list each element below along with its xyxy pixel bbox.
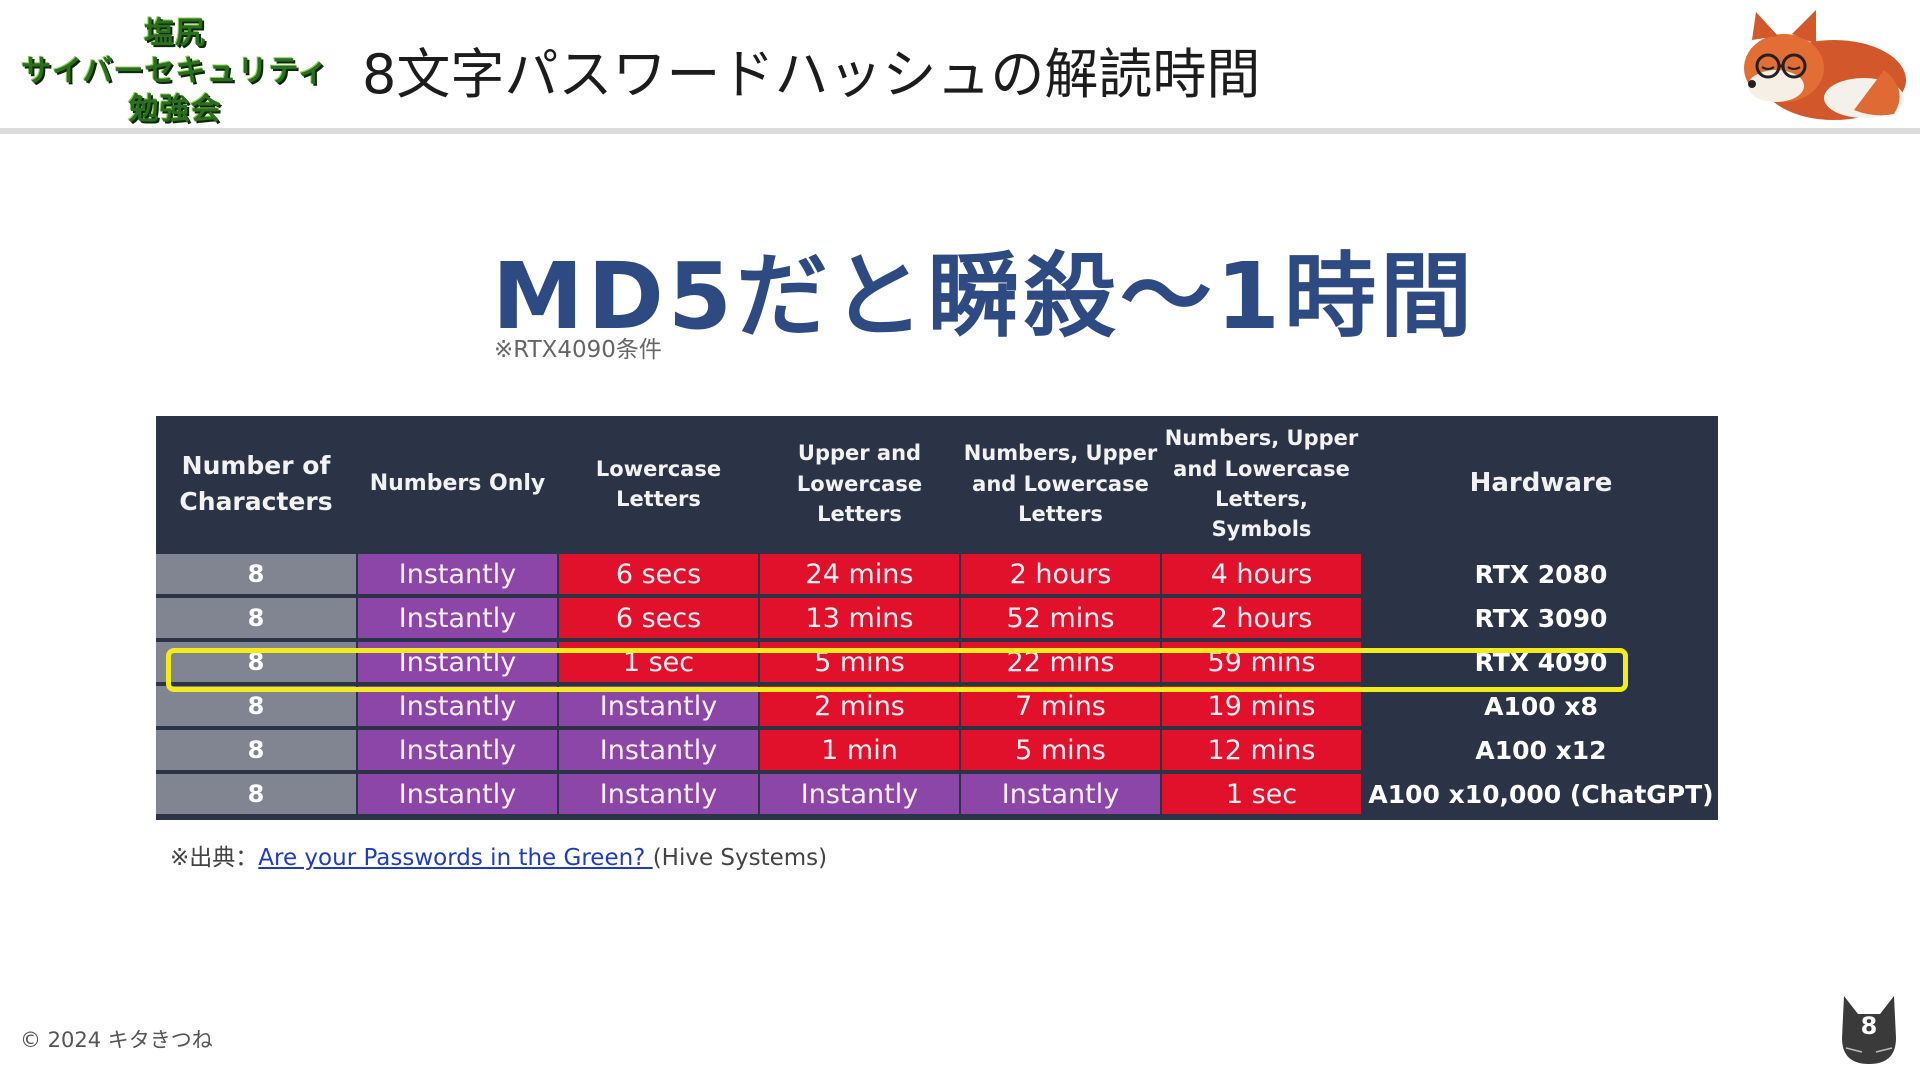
shiojiri-cybersecurity-logo: 塩尻 サイバーセキュリティ 勉強会 — [10, 6, 340, 127]
time-cell: Instantly — [559, 686, 758, 726]
time-cell: 2 hours — [961, 554, 1160, 594]
column-header: Numbers, Upper and Lowercase Letters, Sy… — [1164, 426, 1359, 542]
page-number: 8 — [1860, 1012, 1878, 1040]
source-link[interactable]: Are your Passwords in the Green? — [258, 845, 653, 871]
column-header: Hardware — [1469, 468, 1613, 499]
chars-cell: 8 — [156, 774, 356, 814]
chars-cell: 8 — [156, 686, 356, 726]
time-cell: Instantly — [760, 774, 959, 814]
time-cell: 5 mins — [961, 730, 1160, 770]
cracking-time-table: Number of Characters Numbers Only Lowercas… — [156, 416, 1718, 820]
chars-cell: 8 — [156, 598, 356, 638]
column-header: Upper and Lowercase Letters — [796, 441, 923, 527]
source-prefix: ※出典： — [170, 845, 259, 871]
logo-line-2: サイバーセキュリティ — [21, 54, 329, 89]
time-cell: 52 mins — [961, 598, 1160, 638]
logo-line-3: 勉強会 — [128, 92, 222, 127]
time-cell: 6 secs — [559, 554, 758, 594]
time-cell: 1 min — [760, 730, 959, 770]
time-cell: Instantly — [358, 554, 557, 594]
sleeping-fox-icon — [1744, 10, 1906, 120]
column-header: Number of Characters — [179, 450, 333, 516]
time-cell: 1 sec — [1162, 774, 1361, 814]
time-cell: 7 mins — [961, 686, 1160, 726]
time-cell: Instantly — [559, 774, 758, 814]
hardware-cell: A100 x8 — [1484, 691, 1598, 721]
time-cell: 2 hours — [1162, 598, 1361, 638]
hardware-cell: RTX 2080 — [1474, 559, 1608, 589]
source-suffix: (Hive Systems) — [652, 845, 828, 871]
time-cell: 6 secs — [559, 598, 758, 638]
time-cell: Instantly — [559, 730, 758, 770]
header-divider — [0, 128, 1920, 134]
time-cell: 19 mins — [1162, 686, 1361, 726]
hardware-cell: A100 x12 — [1475, 735, 1607, 765]
cat-head-icon — [1842, 996, 1896, 1064]
time-cell: 13 mins — [760, 598, 959, 638]
time-cell: 2 mins — [760, 686, 959, 726]
rtx4090-row-highlight — [166, 648, 1628, 692]
time-cell: Instantly — [358, 598, 557, 638]
time-cell: Instantly — [358, 730, 557, 770]
time-cell: 4 hours — [1162, 554, 1361, 594]
time-cell: Instantly — [961, 774, 1160, 814]
column-header: Numbers Only — [369, 471, 546, 497]
time-cell: 12 mins — [1162, 730, 1361, 770]
slide-title: 8文字パスワードハッシュの解読時間 — [362, 43, 1261, 106]
slide-header: 塩尻 サイバーセキュリティ 勉強会 8文字パスワードハッシュの解読時間 — [0, 0, 1920, 128]
time-cell: Instantly — [358, 774, 557, 814]
hardware-cell: A100 x10,000 (ChatGPT) — [1368, 779, 1714, 809]
condition-note: ※RTX4090条件 — [494, 337, 662, 363]
logo-line-1: 塩尻 — [144, 16, 206, 51]
copyright: © 2024 キタきつね — [20, 1028, 213, 1052]
column-header: Numbers, Upper and Lowercase Letters — [963, 441, 1158, 527]
hardware-cell: RTX 3090 — [1474, 603, 1608, 633]
chars-cell: 8 — [156, 554, 356, 594]
time-cell: Instantly — [358, 686, 557, 726]
chars-cell: 8 — [156, 730, 356, 770]
source-citation: ※出典：Are your Passwords in the Green? (Hi… — [170, 838, 827, 872]
column-header: Lowercase Letters — [595, 456, 722, 511]
headline: MD5だと瞬殺〜1時間 — [492, 243, 1476, 350]
time-cell: 24 mins — [760, 554, 959, 594]
